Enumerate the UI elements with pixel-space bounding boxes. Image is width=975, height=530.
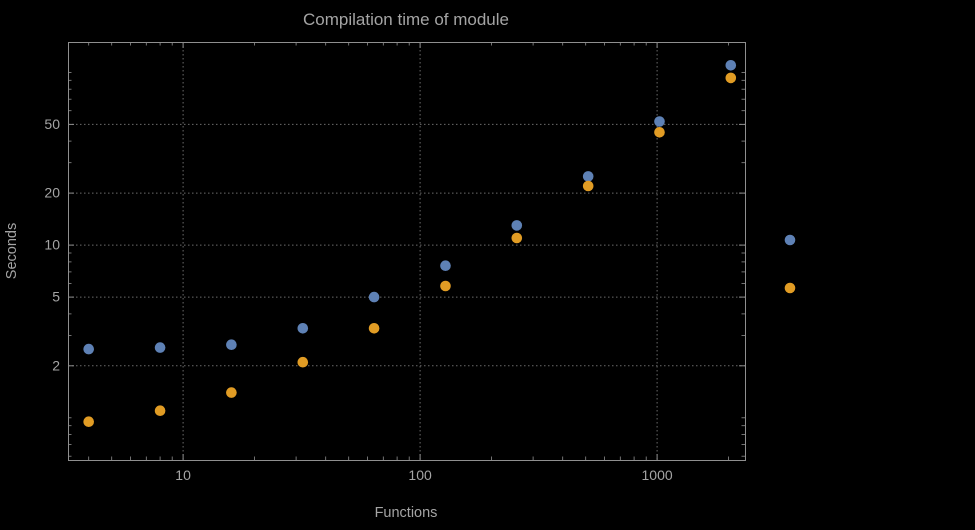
y-axis-label: Seconds: [4, 223, 20, 279]
data-point-series-1-blue: [154, 342, 166, 353]
data-point-series-1-blue: [83, 343, 94, 355]
data-point-series-1-blue: [226, 339, 237, 351]
data-point-series-2-orange: [226, 387, 237, 398]
data-point-series-2-orange: [654, 127, 665, 138]
plot-frame: [68, 42, 746, 461]
data-point-series-2-orange: [154, 405, 166, 417]
y-tick-label: 2: [52, 357, 60, 373]
legend-marker-series-1-blue: [784, 234, 796, 246]
legend-marker-series-2-orange: [784, 282, 796, 294]
y-tick-label: 50: [44, 116, 60, 132]
data-point-series-2-orange: [511, 232, 523, 244]
y-tick-label: 20: [44, 185, 60, 201]
data-point-series-2-orange: [440, 280, 451, 292]
data-point-series-1-blue: [297, 323, 309, 334]
data-point-series-2-orange: [368, 323, 380, 334]
y-tick-label: 5: [52, 289, 60, 305]
data-point-series-1-blue: [582, 171, 594, 182]
data-point-series-1-blue: [511, 220, 523, 231]
data-point-series-1-blue: [654, 116, 665, 127]
data-point-series-2-orange: [83, 416, 94, 428]
x-tick-label: 1000: [642, 467, 673, 483]
data-point-series-2-orange: [725, 72, 737, 84]
legend: [784, 234, 796, 294]
data-point-series-1-blue: [440, 260, 451, 272]
data-point-series-1-blue: [725, 60, 737, 71]
chart-title: Compilation time of module: [303, 10, 509, 29]
plot-area: 10 100 1000 2 5 10 20 50: [44, 42, 746, 483]
data-point-series-1-blue: [368, 291, 380, 303]
x-tick-label: 100: [408, 467, 432, 483]
x-tick-label: 10: [175, 467, 191, 483]
y-tick-label: 10: [44, 237, 60, 253]
data-point-series-2-orange: [297, 356, 309, 368]
x-axis-label: Functions: [375, 505, 438, 521]
data-point-series-2-orange: [582, 180, 594, 192]
